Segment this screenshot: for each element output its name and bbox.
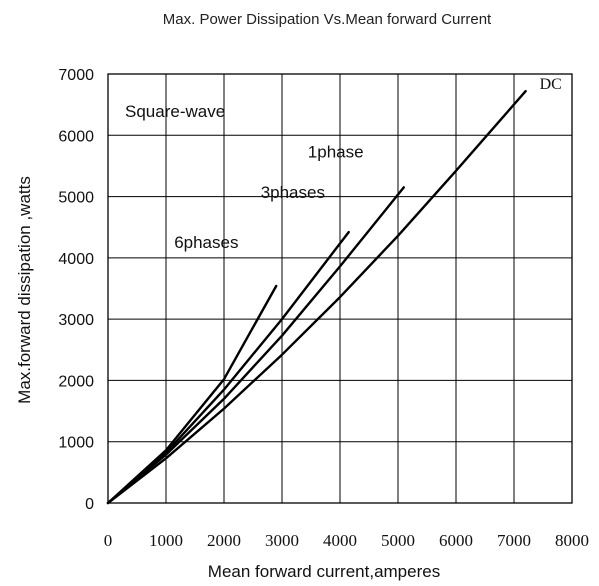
plot-frame [107,73,573,504]
y-tick-label: 5000 [58,190,94,207]
series-label-dc: DC [540,76,562,93]
x-axis-label: Mean forward current,amperes [208,562,440,581]
square-wave-annotation: Square-wave [125,102,225,121]
series-label-6phases: 6phases [174,233,238,252]
y-tick-label: 6000 [58,128,94,145]
x-tick-label: 1000 [149,531,183,550]
y-axis-label: Max.forward dissipation ,watts [15,176,34,404]
x-tick-label: 8000 [555,531,589,550]
series-line-dc [106,90,527,505]
series-line-1phase [106,186,405,505]
x-tick-labels: 0 1000 2000 3000 4000 5000 6000 7000 8000 [104,531,589,550]
y-tick-label: 2000 [58,373,94,390]
y-tick-label: 1000 [58,435,94,452]
y-tick-labels: 0 1000 2000 3000 4000 5000 6000 7000 [58,67,94,513]
series-label-1phase: 1phase [308,142,364,161]
chart-title: Max. Power Dissipation Vs.Mean forward C… [163,11,492,28]
series-layer [106,90,527,505]
series-labels: DC 1phase 3phases 6phases [174,76,562,252]
y-tick-label: 7000 [58,67,94,84]
x-tick-label: 0 [104,531,113,550]
x-tick-label: 2000 [207,531,241,550]
x-tick-label: 7000 [497,531,531,550]
y-tick-label: 0 [85,496,94,513]
series-line-6phases [106,284,278,505]
x-tick-label: 6000 [439,531,473,550]
x-tick-label: 3000 [265,531,299,550]
series-label-3phases: 3phases [261,183,325,202]
x-tick-label: 4000 [323,531,357,550]
x-tick-label: 5000 [381,531,415,550]
y-tick-label: 3000 [58,312,94,329]
series-line-3phases [106,230,350,505]
y-tick-label: 4000 [58,251,94,268]
